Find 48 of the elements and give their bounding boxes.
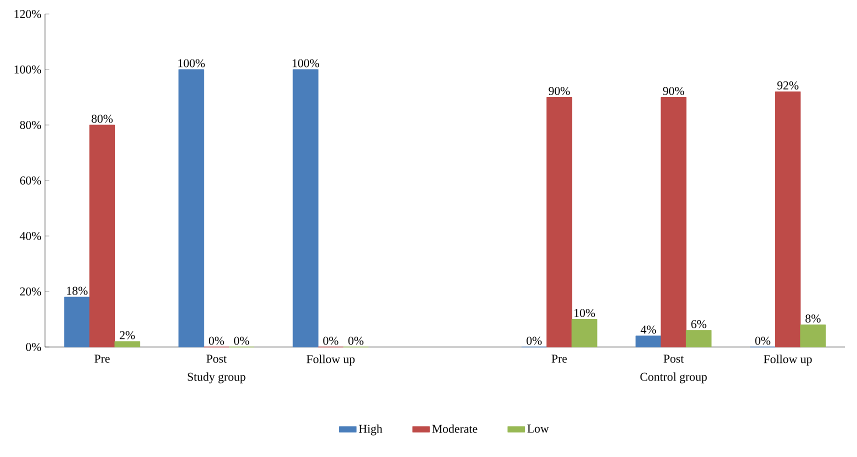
y-tick-label: 120% <box>14 10 42 18</box>
data-label: 90% <box>548 86 570 96</box>
legend-label: Moderate <box>432 424 478 433</box>
bar <box>546 96 572 348</box>
data-label: 0% <box>208 336 224 345</box>
data-label: 100% <box>178 59 205 68</box>
data-label: 10% <box>574 308 595 318</box>
bar <box>64 296 90 348</box>
x-tick-label: Post <box>664 354 684 363</box>
bar <box>660 96 686 348</box>
data-label: 90% <box>663 86 684 96</box>
x-tick-label: Pre <box>552 354 567 363</box>
y-tick-label: 20% <box>20 287 42 296</box>
x-tick-label: Post <box>206 354 227 363</box>
bar <box>178 69 204 348</box>
y-tick-label: 60% <box>20 176 42 185</box>
data-label: 0% <box>234 336 250 345</box>
y-tick-label: 0% <box>26 342 42 352</box>
data-label: 4% <box>640 326 656 334</box>
data-label: 92% <box>777 81 798 90</box>
legend-label: Low <box>527 424 549 433</box>
bar <box>775 91 801 348</box>
bar <box>292 69 318 348</box>
data-label: 6% <box>691 320 706 328</box>
data-label: 0% <box>323 336 338 345</box>
bar <box>686 330 712 348</box>
data-label: 2% <box>120 331 135 340</box>
bar <box>800 324 826 348</box>
data-label: 0% <box>526 336 542 345</box>
y-tick-label: 40% <box>20 232 42 240</box>
bar <box>114 341 140 348</box>
x-tick-label: Pre <box>94 354 110 363</box>
data-label: 100% <box>292 59 320 68</box>
data-label: 8% <box>805 314 821 323</box>
data-label: 0% <box>755 336 770 345</box>
bar <box>572 319 598 348</box>
x-tick-label: Follow up <box>764 354 812 366</box>
text: Study group <box>188 372 246 384</box>
legend-label: High <box>358 424 382 436</box>
y-tick-label: 100% <box>14 65 42 74</box>
data-label: 80% <box>92 114 113 123</box>
data-label: 0% <box>348 336 364 345</box>
text: Control group <box>640 372 707 384</box>
bar <box>636 336 662 348</box>
bar <box>89 124 115 348</box>
x-tick-label: Follow up <box>306 354 355 366</box>
y-tick-label: 80% <box>20 120 42 130</box>
data-label: 18% <box>67 286 88 295</box>
